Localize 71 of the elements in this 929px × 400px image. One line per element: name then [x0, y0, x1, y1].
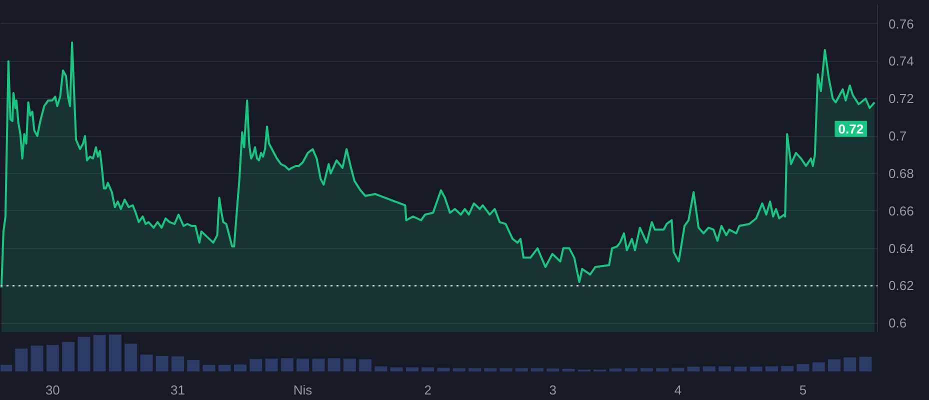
y-tick-label: 0.66: [888, 203, 914, 218]
bar: [171, 356, 184, 372]
bar: [640, 368, 653, 372]
y-tick-label: 0.64: [888, 240, 914, 256]
bar: [624, 368, 638, 372]
bar: [687, 366, 700, 372]
bar: [437, 368, 450, 372]
bar: [750, 366, 762, 372]
bar: [844, 357, 856, 372]
bar: [546, 368, 560, 372]
bar: [296, 358, 310, 372]
x-tick-label: 31: [170, 382, 185, 398]
bar: [656, 368, 669, 372]
bar: [452, 368, 466, 372]
x-tick-label: 30: [45, 382, 60, 398]
y-tick-label: 0.76: [888, 16, 914, 32]
bar: [812, 362, 825, 372]
bar: [672, 368, 684, 372]
y-tick-label: 0.7: [888, 128, 907, 144]
bar: [108, 334, 122, 372]
bar: [422, 367, 434, 372]
bar: [531, 368, 544, 372]
bar: [734, 366, 747, 372]
x-tick-label: 2: [424, 382, 432, 398]
bar: [30, 346, 44, 372]
bar: [234, 364, 247, 372]
bar: [390, 367, 403, 372]
bar: [484, 368, 497, 372]
bar: [515, 368, 528, 372]
bar: [343, 358, 356, 372]
bar: [15, 348, 28, 372]
bar: [78, 336, 90, 372]
x-tick-label: 3: [549, 382, 557, 398]
x-tick-label: Nis: [293, 382, 313, 398]
bar: [312, 358, 325, 372]
bar: [781, 366, 794, 372]
bar: [93, 334, 106, 372]
bar: [62, 342, 75, 372]
bar: [187, 360, 200, 372]
bar: [328, 358, 340, 372]
bar: [156, 356, 168, 372]
y-tick-label: 0.72: [888, 91, 914, 106]
bar: [702, 366, 716, 372]
y-tick-label: 0.68: [888, 166, 914, 181]
bar: [359, 359, 372, 372]
bar: [250, 358, 262, 372]
bar: [202, 364, 216, 372]
bar: [765, 366, 778, 372]
bar: [265, 358, 278, 372]
y-tick-label: 0.6: [888, 316, 907, 331]
bar: [406, 367, 418, 372]
x-tick-label: 5: [799, 382, 807, 398]
bar: [218, 364, 231, 372]
bar: [718, 366, 732, 372]
annotation: 0.72: [838, 121, 864, 136]
bar: [0, 364, 12, 372]
y-tick-label: 0.74: [888, 54, 914, 69]
bar: [374, 366, 388, 372]
bar: [280, 358, 294, 372]
x-tick-label: 4: [674, 382, 682, 398]
bar: [562, 368, 575, 372]
bar: [500, 368, 512, 372]
bar: [796, 364, 810, 372]
bar: [828, 359, 841, 372]
bar: [140, 354, 153, 372]
bar: [46, 344, 59, 372]
bar: [859, 356, 872, 372]
y-tick-label: 0.62: [888, 278, 914, 294]
bar: [468, 368, 481, 372]
bar: [124, 344, 138, 372]
bar: [609, 368, 622, 372]
